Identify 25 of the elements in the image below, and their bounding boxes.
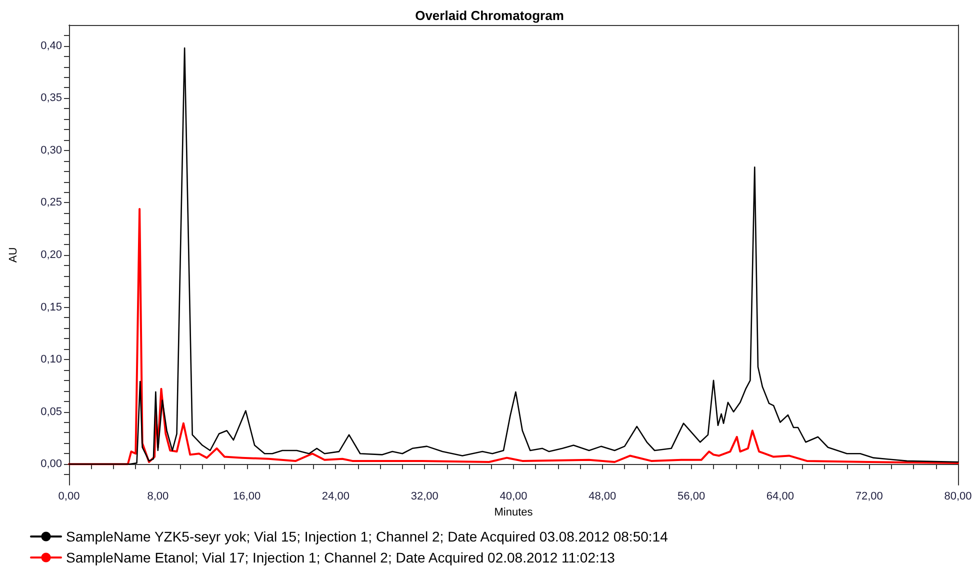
x-tick-label: 24,00 [322, 490, 350, 502]
x-tick-label: 8,00 [147, 490, 169, 502]
y-axis-title: AU [8, 247, 20, 263]
y-tick-label: 0,05 [40, 406, 62, 418]
legend-label: SampleName Etanol; Vial 17; Injection 1; Channel 2; Date Acquired 02.08.2012 11:02:13 [66, 550, 616, 566]
x-tick-label: 48,00 [588, 490, 616, 502]
y-tick-label: 0,15 [40, 301, 62, 314]
x-tick-label: 72,00 [855, 490, 883, 502]
x-tick-label: 56,00 [678, 490, 706, 502]
x-tick-label: 40,00 [500, 490, 528, 502]
y-tick-label: 0,00 [40, 458, 62, 470]
x-axis-title: Minutes [494, 506, 534, 518]
y-tick-label: 0,30 [40, 144, 62, 156]
x-tick-label: 80,00 [944, 490, 972, 502]
y-tick-label: 0,35 [40, 92, 62, 104]
x-tick-label: 16,00 [233, 490, 261, 502]
legend-label: SampleName YZK5-seyr yok; Vial 15; Injection 1; Channel 2; Date Acquired 03.08.2012 08:50:14 [66, 528, 668, 544]
x-tick-label: 64,00 [766, 490, 794, 502]
chart-title: Overlaid Chromatogram [415, 8, 564, 23]
y-tick-label: 0,20 [40, 249, 62, 261]
y-tick-label: 0,25 [40, 196, 62, 209]
y-tick-label: 0,40 [40, 40, 62, 52]
x-tick-label: 32,00 [410, 490, 438, 502]
x-tick-label: 0,00 [58, 490, 80, 502]
y-tick-label: 0,10 [40, 354, 62, 366]
